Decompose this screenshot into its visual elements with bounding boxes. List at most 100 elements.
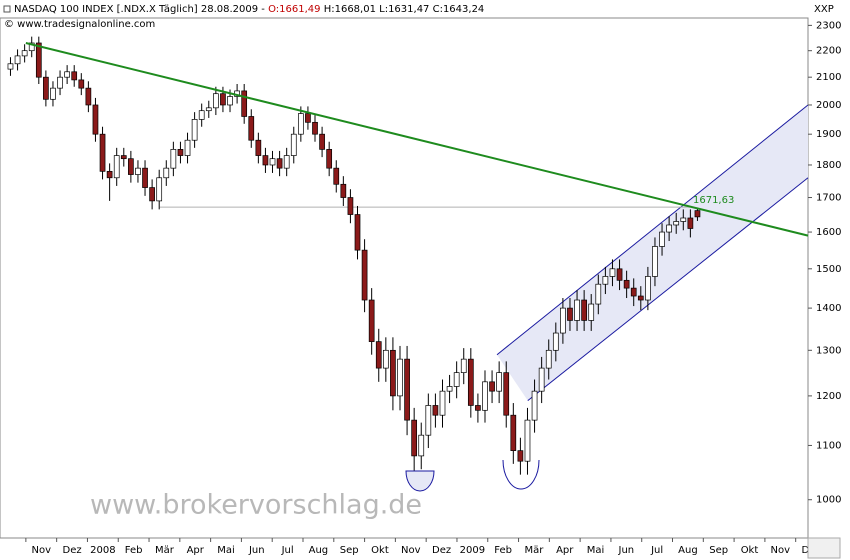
candle-body <box>99 133 106 172</box>
candle-body <box>64 71 70 78</box>
x-tick-label: Okt <box>741 545 759 556</box>
candle-body <box>609 268 616 277</box>
candle-body <box>560 307 566 334</box>
candle-body <box>170 149 177 169</box>
candle-body <box>645 276 651 301</box>
candle-body <box>78 79 85 89</box>
trend-line <box>25 42 809 237</box>
y-tick-label: 1200 <box>816 391 841 402</box>
y-tick-label: 1300 <box>816 345 841 356</box>
bowl-marker <box>502 459 540 490</box>
channel-line <box>527 177 809 402</box>
header-title: NASDAQ 100 INDEX [.NDX.X Täglich] 28.08.… <box>14 4 265 15</box>
candle-body <box>552 332 559 351</box>
candle-body <box>616 268 623 281</box>
y-tick-label: 1000 <box>816 495 841 506</box>
candle-body <box>43 76 49 100</box>
y-tick-label: 1700 <box>816 193 841 204</box>
x-tick-label: Jun <box>248 545 265 556</box>
candle-body <box>333 167 340 185</box>
candle-body <box>510 414 517 451</box>
x-tick-label: Sep <box>340 545 359 556</box>
y-tick-label: 1800 <box>816 160 841 171</box>
candle-body <box>659 231 665 247</box>
x-tick-label: Feb <box>494 545 512 556</box>
y-tick-label: 2200 <box>816 46 841 57</box>
candle-body <box>432 405 439 416</box>
candle-body <box>106 170 113 179</box>
header-rest: H:1668,01 L:1631,47 C:1643,24 <box>324 4 485 15</box>
candle-body <box>623 279 630 289</box>
x-tick-label: Nov <box>771 545 791 556</box>
x-tick-label: Mai <box>587 545 605 556</box>
axes: 1000 1100 1200 1300 1400 1500 1600 1700 1800 1900… <box>25 20 841 556</box>
candle-body <box>156 177 163 202</box>
x-tick-label: Apr <box>556 545 574 556</box>
candle-body <box>50 87 56 100</box>
x-tick-label: Mär <box>525 545 545 556</box>
candle-body <box>482 381 488 411</box>
candle-body <box>489 381 495 392</box>
candle-body <box>241 90 248 117</box>
x-tick-label: 2009 <box>460 545 485 556</box>
channel-line <box>496 104 809 356</box>
candle-body <box>581 299 587 321</box>
candle-body <box>439 390 446 416</box>
candle-body <box>375 341 382 369</box>
candle-body <box>191 119 198 141</box>
candle-body <box>255 139 262 156</box>
candle-body <box>567 307 573 321</box>
candle-body <box>276 158 283 169</box>
candle-body <box>163 167 170 179</box>
candle-body <box>262 155 269 166</box>
candle-body <box>326 149 333 169</box>
candle-body <box>340 183 347 198</box>
candle-body <box>14 55 21 65</box>
candle-body <box>248 116 255 141</box>
candle-body <box>517 450 524 462</box>
candle-body <box>85 87 92 106</box>
candle-body <box>128 158 134 175</box>
x-tick-label: Dez <box>432 545 451 556</box>
candle-body <box>305 113 311 123</box>
candle-body <box>673 221 680 226</box>
corner-box <box>807 537 841 559</box>
y-tick-label: 1600 <box>816 227 841 238</box>
x-tick-label: Okt <box>371 545 389 556</box>
watermark: www.brokervorschlag.de <box>90 490 422 521</box>
candle-body <box>687 217 694 229</box>
candle-body <box>531 390 538 421</box>
x-tick-label: Nov <box>31 545 51 556</box>
candle-body <box>453 372 460 387</box>
candle-body <box>524 419 531 462</box>
x-tick-label: Nov <box>401 545 421 556</box>
x-tick-label: Mär <box>155 545 175 556</box>
y-tick-label: 1900 <box>816 129 841 140</box>
y-tick-label: 1500 <box>816 264 841 275</box>
candle-body <box>411 419 418 457</box>
axis-label: XXP <box>814 4 834 15</box>
candle-body <box>227 96 233 106</box>
candle-body <box>113 155 120 179</box>
candle-body <box>637 295 644 301</box>
candle-body <box>425 405 432 436</box>
plot-area <box>0 17 809 539</box>
candle-body <box>347 197 354 215</box>
candle-body <box>595 283 602 305</box>
candle-body <box>142 167 148 188</box>
candle-body <box>312 121 318 135</box>
x-tick-label: Feb <box>125 545 143 556</box>
x-tick-label: Jul <box>650 545 663 556</box>
header-open: O:1661,49 <box>268 4 320 15</box>
candle-body <box>149 187 155 202</box>
candle-body <box>630 287 637 297</box>
candle-body <box>460 358 467 373</box>
x-tick-label: Jul <box>281 545 294 556</box>
y-tick-label: 1400 <box>816 303 841 314</box>
candle-body <box>177 149 184 156</box>
candle-body <box>680 217 687 222</box>
candle-body <box>28 42 35 52</box>
x-tick-label: Aug <box>678 545 698 556</box>
candle-body <box>694 210 701 218</box>
candle-body <box>397 358 403 397</box>
